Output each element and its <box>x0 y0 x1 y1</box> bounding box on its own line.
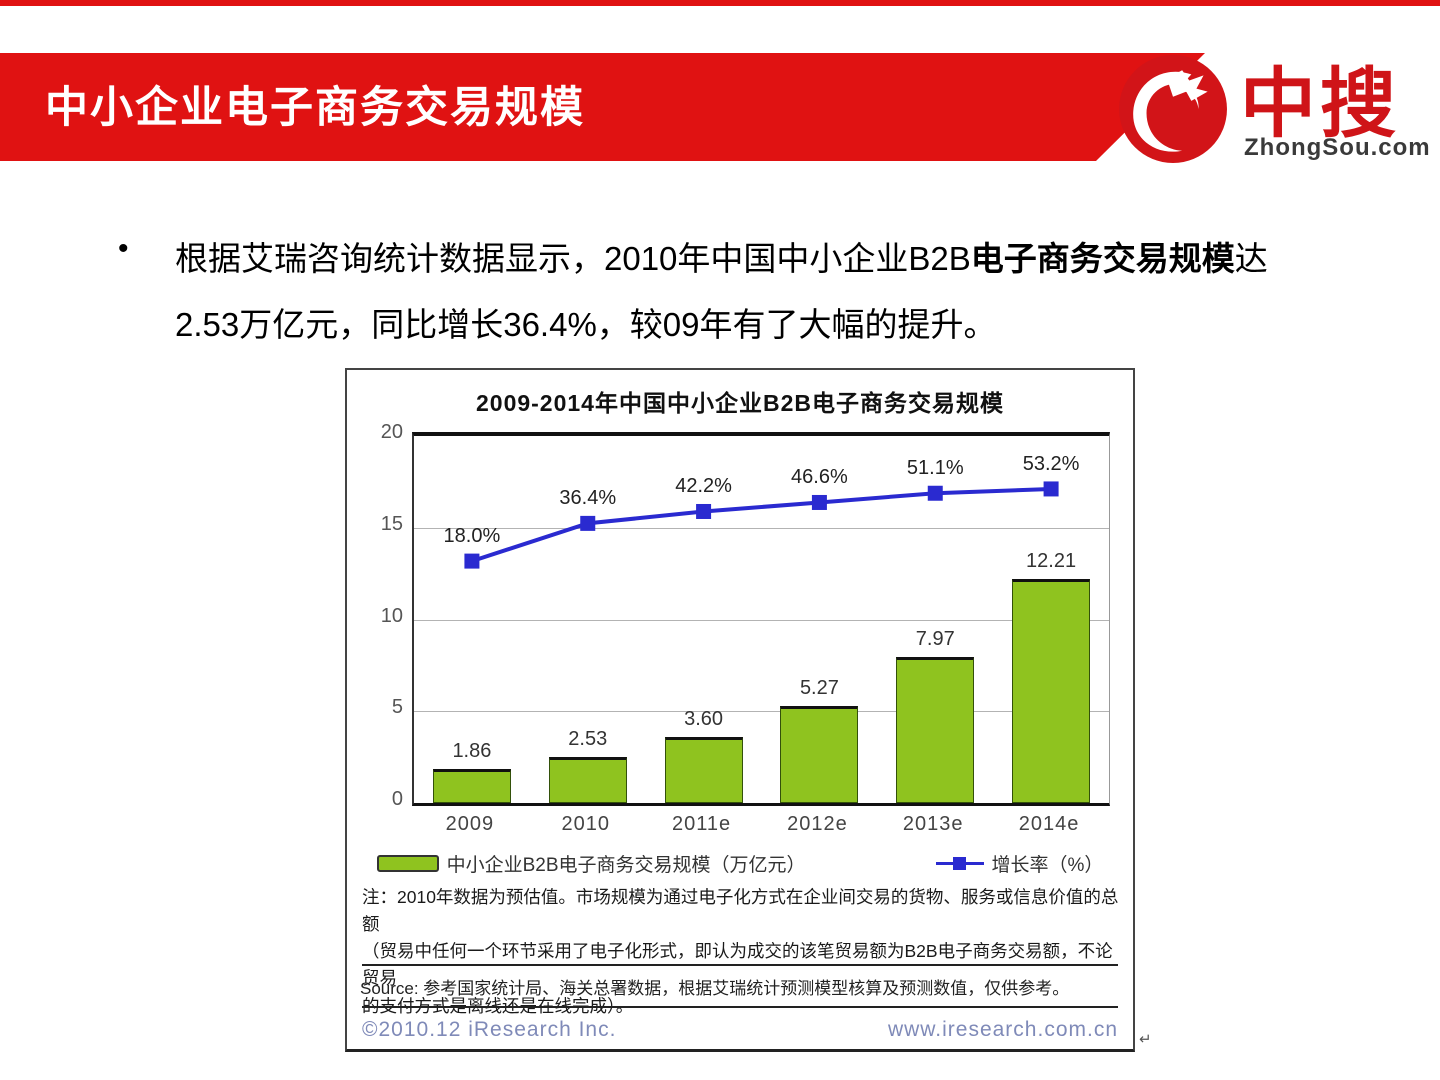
y-tick-label: 15 <box>380 512 403 535</box>
x-tick-label: 2013e <box>902 813 964 835</box>
copyright-text: ©2010.12 iResearch Inc. <box>362 1018 617 1041</box>
logo-domain-text: ZhongSou.com <box>1244 134 1431 161</box>
legend-line-label: 增长率（%） <box>991 855 1104 876</box>
chart-title: 2009-2014年中国中小企业B2B电子商务交易规模 <box>475 390 1004 416</box>
bar <box>548 756 627 803</box>
bar <box>432 768 511 803</box>
bar <box>1012 578 1091 803</box>
gridline <box>414 711 1109 713</box>
bar-value-label: 1.86 <box>452 739 492 762</box>
divider-line <box>362 964 1118 966</box>
website-text: www.iresearch.com.cn <box>887 1018 1118 1041</box>
note-line-1: 注：2010年数据为预估值。市场规模为通过电子化方式在企业间交易的货物、服务或信… <box>362 887 1119 935</box>
x-tick-label: 2011e <box>672 813 732 835</box>
y-tick-label: 5 <box>391 696 403 719</box>
line-legend-swatch-icon <box>935 856 984 871</box>
bullet-text: 根据艾瑞咨询统计数据显示，2010年中国中小企业B2B电子商务交易规模达2.53… <box>175 226 1328 358</box>
bar-value-label: 5.27 <box>799 677 839 700</box>
line-marker <box>927 485 943 501</box>
chart: 2009-2014年中国中小企业B2B电子商务交易规模 20 15 10 5 0 1.8… <box>345 368 1135 1052</box>
bar-value-label: 12.21 <box>1026 549 1077 572</box>
title-banner: 中小企业电子商务交易规模 <box>0 53 1205 161</box>
x-tick-label: 2012e <box>787 813 848 835</box>
y-tick-label: 20 <box>380 421 403 443</box>
paragraph-mark: ↵ <box>1139 1031 1152 1048</box>
line-marker <box>811 494 827 510</box>
legend-item-line: 增长率（%） <box>935 850 1104 877</box>
legend-item-bars: 中小企业B2B电子商务交易规模（万亿元） <box>376 850 806 877</box>
growth-rate-label: 51.1% <box>906 457 964 480</box>
bar <box>780 706 859 803</box>
x-tick-label: 2014e <box>1018 813 1080 835</box>
divider-line <box>362 1006 1118 1008</box>
chart-source: Source: 参考国家统计局、海关总署数据，根据艾瑞统计预测模型核算及预测数值… <box>360 979 1070 998</box>
bullet-text-bold: 电子商务交易规模 <box>970 240 1235 277</box>
y-tick-label: 10 <box>380 604 403 627</box>
zhongsou-logo: 中搜 ZhongSou.com <box>1118 50 1430 170</box>
note-line-2: （贸易中任何一个环节采用了电子化形式，即认为成交的该笔贸易额为B2B电子商务交易… <box>362 941 1113 989</box>
bullet-text-suffix: 达2.53万亿元，同比增长36.4%，较09年有了大幅的提升。 <box>175 240 1268 343</box>
logo-brand-text: 中搜 <box>1240 62 1400 147</box>
legend-bar-label: 中小企业B2B电子商务交易规模（万亿元） <box>446 855 806 876</box>
x-tick-label: 2009 <box>445 813 495 835</box>
x-tick-label: 2010 <box>561 813 610 835</box>
bar-legend-swatch-icon <box>376 855 439 872</box>
bar-value-label: 7.97 <box>915 627 955 650</box>
growth-rate-label: 46.6% <box>791 466 848 489</box>
bar-value-label: 3.60 <box>684 707 724 730</box>
line-marker <box>1043 481 1059 497</box>
plot-area: 1.86 2.53 3.60 5.27 7.97 12.21 18.0% 36.4% 42.2%… <box>412 432 1110 806</box>
bar <box>664 736 743 803</box>
bar <box>896 656 975 803</box>
growth-rate-label: 42.2% <box>675 475 732 498</box>
x-axis-labels: 2009 2010 2011e 2012e 2013e 2014e <box>412 813 1107 836</box>
bullet-block: • 根据艾瑞咨询统计数据显示，2010年中国中小企业B2B电子商务交易规模达2.… <box>118 226 1328 358</box>
chart-legend: 中小企业B2B电子商务交易规模（万亿元） 增长率（%） <box>347 850 1133 877</box>
dragon-icon <box>1119 55 1227 163</box>
y-tick-label: 0 <box>391 788 403 810</box>
bar-value-label: 2.53 <box>568 727 608 750</box>
page-title: 中小企业电子商务交易规模 <box>45 84 585 132</box>
chart-footer: ©2010.12 iResearch Inc. www.iresearch.co… <box>362 1018 1118 1042</box>
line-marker <box>580 515 596 531</box>
gridline <box>414 619 1109 621</box>
bullet-marker: • <box>118 232 129 265</box>
growth-rate-label: 53.2% <box>1022 452 1080 475</box>
note-line-3: 的支付方式是离线还是在线完成）。 <box>362 995 634 1016</box>
line-marker <box>696 503 712 519</box>
growth-line <box>464 481 1059 569</box>
line-marker <box>464 553 480 569</box>
top-accent-strip <box>0 0 1440 6</box>
bullet-text-prefix: 根据艾瑞咨询统计数据显示，2010年中国中小企业B2B <box>175 240 971 277</box>
chart-note: 注：2010年数据为预估值。市场规模为通过电子化方式在企业间交易的货物、服务或信… <box>362 884 1120 1020</box>
growth-rate-label: 18.0% <box>443 525 501 548</box>
gridline <box>414 527 1109 529</box>
growth-rate-label: 36.4% <box>559 487 617 510</box>
